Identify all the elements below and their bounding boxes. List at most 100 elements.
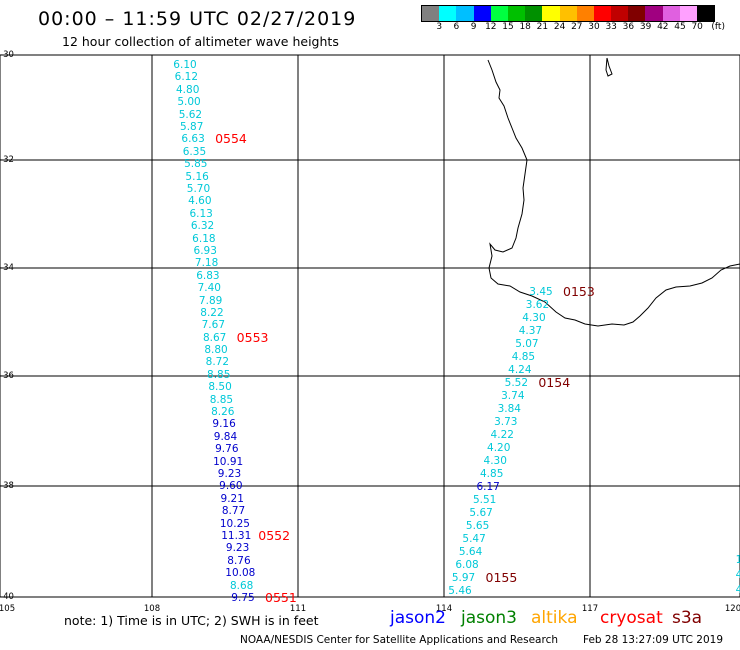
latitude-label: -38	[0, 481, 14, 491]
wave-height-value: 10.25	[219, 517, 250, 530]
latitude-label: -40	[0, 592, 14, 602]
wave-height-value: 6.83	[196, 269, 220, 282]
pass-time-label: 0154	[538, 375, 571, 390]
wave-height-value: 9.76	[215, 443, 239, 456]
wave-height-value: 5.85	[184, 158, 208, 171]
pass-time-label: 0552	[258, 528, 291, 544]
pass-time-label: 0553	[236, 329, 269, 345]
wave-height-value: 8.50	[208, 381, 232, 394]
wave-height-value: 8.80	[204, 344, 228, 357]
wave-height-value: 6.63	[181, 133, 205, 146]
wave-height-value: 5.16	[185, 170, 209, 183]
longitude-label: 108	[143, 604, 161, 614]
legend-swatch	[611, 6, 629, 21]
wave-height-value: 8.26	[211, 406, 235, 419]
pass-time-label: 0155	[485, 570, 518, 585]
wave-height-value: 6.18	[192, 232, 216, 245]
footer-timestamp: Feb 28 13:27:09 UTC 2019	[583, 634, 723, 646]
wave-height-value: 3.62	[525, 299, 550, 311]
wave-height-value: 3.73	[494, 416, 518, 428]
wave-height-value: 5.47	[462, 533, 486, 545]
legend-swatch	[490, 6, 508, 21]
legend-swatch	[542, 6, 560, 21]
wave-height-value: 5.52	[504, 377, 529, 389]
legend-label: 6	[453, 22, 460, 32]
wave-height-value: 8.76	[227, 554, 251, 567]
wave-height-value-partial: 4	[735, 584, 740, 596]
wave-height-value: 8.67	[202, 331, 227, 344]
wave-height-value: 4.85	[511, 351, 536, 363]
wave-height-value: 11.31	[221, 530, 252, 543]
wave-height-value: 4.22	[490, 429, 514, 441]
pass-time-label: 0551	[265, 590, 297, 605]
wave-height-value: 3.45	[529, 286, 553, 298]
legend-swatch	[576, 6, 594, 21]
wave-height-value: 5.87	[180, 120, 204, 133]
latitude-label: -36	[0, 371, 14, 381]
legend-swatch	[439, 6, 457, 21]
satellite-jason3: jason3	[461, 608, 517, 628]
wave-height-value: 6.17	[476, 481, 500, 493]
latitude-label: -34	[0, 263, 14, 273]
legend-label: 33	[605, 22, 617, 32]
wave-height-value-partial: 1	[735, 554, 740, 566]
satellite-cryosat: cryosat	[600, 608, 663, 628]
map-frame	[0, 54, 740, 598]
wave-height-value: 5.97	[451, 572, 476, 584]
latitude-label: -30	[0, 50, 14, 60]
legend-label: 24	[553, 22, 566, 32]
wave-height-value: 8.85	[209, 393, 234, 406]
legend-swatch	[422, 6, 440, 21]
wave-height-value: 7.18	[194, 257, 219, 270]
wave-height-value: 6.10	[173, 59, 197, 71]
wave-height-value: 5.70	[186, 182, 211, 195]
wave-height-value: 10.91	[213, 455, 244, 468]
legend-swatch	[507, 6, 526, 21]
legend-label: 70	[691, 22, 703, 32]
coastline-western-australia	[487, 59, 740, 327]
wave-height-value: 5.07	[515, 338, 539, 350]
map-grid	[0, 54, 740, 598]
legend-swatch	[645, 6, 663, 21]
latitude-label: -32	[0, 155, 14, 165]
longitude-label: 105	[0, 604, 16, 614]
wave-height-value: 6.13	[189, 207, 213, 220]
map-title: 00:00 – 11:59 UTC 02/27/2019	[38, 8, 357, 30]
wave-height-value: 9.60	[219, 480, 243, 493]
wave-height-value: 5.51	[472, 494, 497, 506]
wave-height-value: 4.20	[487, 442, 511, 454]
wave-height-value: 3.74	[501, 390, 525, 402]
wave-height-value: 4.37	[518, 325, 543, 337]
wave-height-value: 10.08	[225, 567, 256, 580]
legend-label: 18	[519, 22, 531, 32]
legend-label: 27	[571, 22, 583, 32]
legend-label: 15	[502, 22, 514, 32]
wave-height-value: 5.67	[469, 507, 493, 519]
wave-height-value: 5.62	[178, 108, 203, 121]
legend-label: 36	[622, 22, 635, 32]
wave-height-value: 4.85	[479, 468, 504, 480]
wave-height-value: 8.68	[229, 579, 254, 592]
legend-swatch	[697, 6, 715, 21]
wave-height-value: 9.16	[212, 418, 236, 431]
satellite-jason2: jason2	[390, 608, 446, 628]
wave-height-value: 9.23	[225, 542, 250, 555]
wave-height-value: 6.32	[190, 220, 215, 233]
color-legend-bar	[421, 5, 716, 22]
legend-label: 12	[485, 22, 497, 32]
footer-credit: NOAA/NESDIS Center for Satellite Applica…	[240, 634, 558, 646]
satellite-altika: altika	[531, 608, 578, 628]
wave-height-value: 6.35	[182, 145, 207, 158]
wave-height-value: 9.21	[220, 492, 244, 505]
legend-label: 30	[588, 22, 600, 32]
longitude-label: 117	[581, 604, 599, 614]
wave-height-value: 5.46	[448, 585, 472, 597]
legend-swatch	[525, 6, 543, 21]
legend-label: 39	[639, 22, 652, 32]
legend-swatch	[456, 6, 474, 21]
legend-swatch	[559, 6, 577, 21]
legend-label: 45	[674, 22, 686, 32]
legend-swatch	[628, 6, 646, 21]
legend-label: 21	[536, 22, 549, 32]
wave-height-value: 3.84	[497, 403, 521, 415]
